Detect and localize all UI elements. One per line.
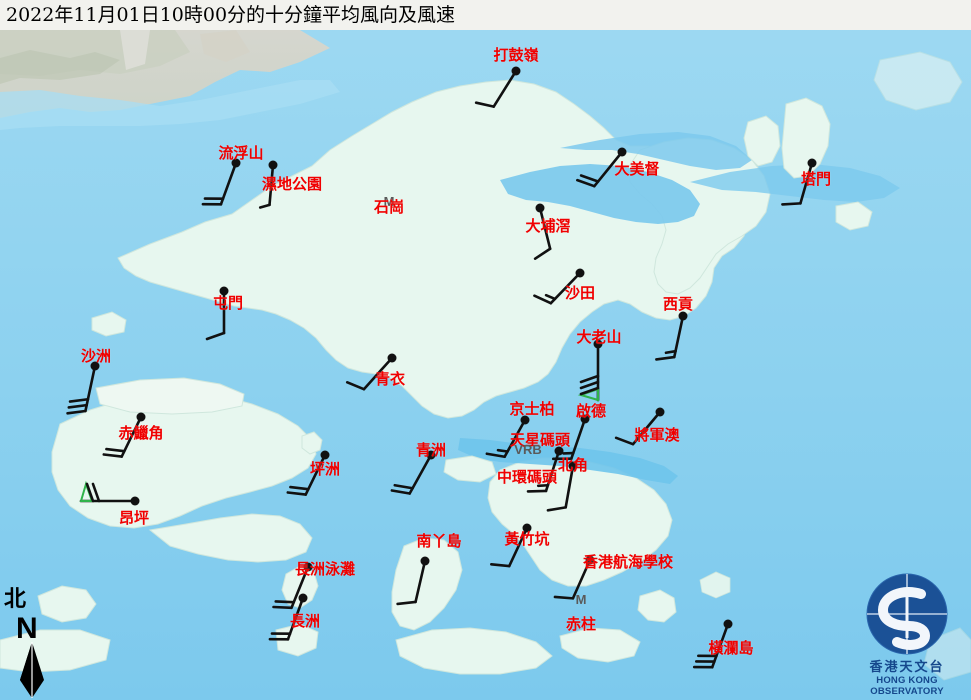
station-label-peng-chau: 坪洲 — [309, 460, 341, 478]
station-flag-shek-kong: M — [383, 194, 395, 209]
station-label-stanley: 赤柱 — [565, 615, 597, 633]
station-label-cheung-chau-beach: 長洲泳灘 — [294, 560, 356, 578]
logo-name-cn: 香港天文台 — [869, 660, 945, 675]
station-dot-lamma-island — [420, 556, 430, 566]
station-dot-ngong-ping — [130, 496, 140, 506]
station-flag-central-pier: VRB — [514, 442, 542, 457]
station-label-tai-po-kau: 大埔滘 — [525, 217, 571, 235]
compass-label-en: N — [16, 612, 38, 645]
hko-logo-icon — [866, 573, 948, 655]
station-label-cheung-chau-stn: 長洲 — [289, 612, 321, 630]
station-label-tuen-mun: 屯門 — [212, 294, 244, 312]
station-label-hk-sea-school: 香港航海學校 — [582, 553, 674, 571]
station-label-lau-fau-shan: 流浮山 — [218, 144, 264, 162]
station-dot-tsing-yi — [387, 353, 397, 363]
station-label-tsing-yi: 青衣 — [374, 370, 406, 388]
station-label-sha-chau: 沙洲 — [80, 347, 112, 365]
station-dot-tseung-kwan-o — [655, 407, 665, 417]
station-dot-waglan-island — [723, 619, 733, 629]
logo-name-en: HONG KONG OBSERVATORY — [870, 675, 944, 697]
station-label-cheung-chau: 青洲 — [415, 441, 447, 459]
station-dot-sha-tin — [575, 268, 585, 278]
station-dot-tap-mun — [807, 158, 817, 168]
page-title: 2022年11月01日10時00分的十分鐘平均風向及風速 — [6, 4, 456, 26]
station-label-ngong-ping: 昂坪 — [118, 509, 150, 527]
station-label-tseung-kwan-o: 將軍澳 — [634, 426, 680, 444]
station-dot-tai-po-kau — [535, 203, 545, 213]
compass-rose: 北 N — [2, 588, 64, 700]
station-label-shek-kong: 石崗 — [373, 198, 405, 216]
station-label-ta-kwu-ling: 打鼓嶺 — [493, 46, 539, 64]
station-dot-tai-mei-tuk — [617, 147, 627, 157]
hko-logo: 香港天文台 HONG KONG OBSERVATORY — [843, 572, 971, 700]
station-dot-cheung-chau-stn — [298, 593, 308, 603]
station-label-tai-mei-tuk: 大美督 — [614, 160, 660, 178]
station-label-sai-kung: 西貢 — [662, 295, 694, 313]
station-label-chek-lap-kok: 赤鱲角 — [118, 424, 164, 442]
station-dot-wetland-park — [268, 160, 278, 170]
station-label-tap-mun: 塔門 — [800, 170, 832, 188]
title-bar: 2022年11月01日10時00分的十分鐘平均風向及風速 — [0, 0, 971, 30]
station-label-north-point: 北角 — [557, 456, 589, 474]
station-label-wetland-park: 濕地公園 — [261, 175, 323, 193]
station-label-waglan-island: 橫瀾島 — [708, 639, 754, 657]
station-dot-ta-kwu-ling — [511, 66, 521, 76]
compass-needle-icon — [20, 642, 44, 698]
station-flag-stanley: M — [575, 592, 587, 607]
station-label-lamma-island: 南丫島 — [416, 532, 462, 550]
station-dot-chek-lap-kok — [136, 412, 146, 422]
compass-label-cn: 北 — [4, 586, 27, 612]
station-label-tates-cairn: 大老山 — [576, 328, 622, 346]
station-label-sha-tin: 沙田 — [564, 284, 596, 302]
station-label-kai-tak: 啟德 — [575, 402, 607, 420]
station-label-central-pier: 中環碼頭 — [496, 468, 558, 486]
station-label-wong-chuk-hang: 黃竹坑 — [504, 530, 550, 548]
station-label-kings-park: 京士柏 — [509, 400, 555, 418]
